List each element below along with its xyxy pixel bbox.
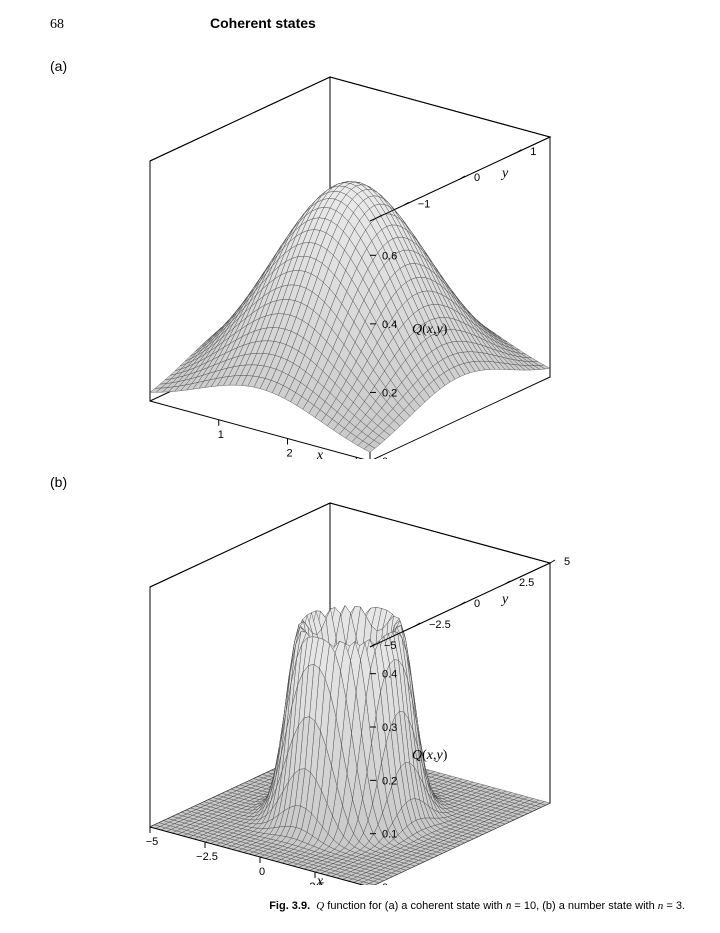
caption-eq1: = 10, (b) a number state with [511, 900, 657, 912]
figure-b: −5−2.502.55x−5−2.502.55y00.10.20.30.4Q(x… [50, 485, 695, 885]
page-number: 68 [50, 17, 210, 33]
svg-text:0: 0 [382, 882, 388, 885]
figure-a: 123x−101y00.20.40.6Q(x,y) [50, 69, 695, 459]
svg-text:x: x [316, 874, 324, 885]
svg-text:0: 0 [474, 598, 480, 610]
figure-caption: Fig. 3.9. Q function for (a) a coherent … [50, 900, 695, 912]
svg-text:0.3: 0.3 [382, 722, 397, 734]
svg-text:0.2: 0.2 [382, 775, 397, 787]
svg-text:Q(x,y): Q(x,y) [412, 748, 448, 763]
svg-text:Q(x,y): Q(x,y) [412, 322, 448, 337]
chapter-title: Coherent states [210, 15, 316, 31]
svg-text:−2.5: −2.5 [196, 851, 218, 863]
svg-text:5: 5 [564, 556, 570, 568]
svg-text:y: y [500, 592, 509, 607]
caption-text-1: function for (a) a coherent state with [324, 900, 506, 912]
svg-text:−5: −5 [384, 640, 397, 652]
svg-text:−1: −1 [418, 198, 431, 210]
svg-text:x: x [316, 448, 324, 459]
caption-label: Fig. 3.9. [269, 900, 310, 912]
svg-text:0.2: 0.2 [382, 387, 397, 399]
svg-text:1: 1 [218, 429, 224, 441]
svg-text:y: y [500, 166, 509, 181]
page-header: 68 Coherent states [50, 15, 695, 33]
svg-text:0: 0 [382, 456, 388, 459]
svg-text:0: 0 [259, 866, 265, 878]
svg-text:2.5: 2.5 [519, 577, 534, 589]
surface-plot-a: 123x−101y00.20.40.6Q(x,y) [50, 69, 690, 459]
svg-text:0.4: 0.4 [382, 319, 397, 331]
surface-plot-b: −5−2.502.55x−5−2.502.55y00.10.20.30.4Q(x… [50, 485, 690, 885]
page: 68 Coherent states (a) 123x−101y00.20.40… [0, 0, 720, 932]
svg-text:0: 0 [474, 172, 480, 184]
svg-text:0.1: 0.1 [382, 829, 397, 841]
caption-eq2: = 3. [663, 900, 685, 912]
svg-text:0.4: 0.4 [382, 669, 397, 681]
svg-text:0.6: 0.6 [382, 250, 397, 262]
svg-text:−5: −5 [146, 836, 159, 848]
svg-text:1: 1 [530, 146, 536, 158]
svg-text:2: 2 [286, 448, 292, 460]
svg-text:−2.5: −2.5 [429, 619, 451, 631]
